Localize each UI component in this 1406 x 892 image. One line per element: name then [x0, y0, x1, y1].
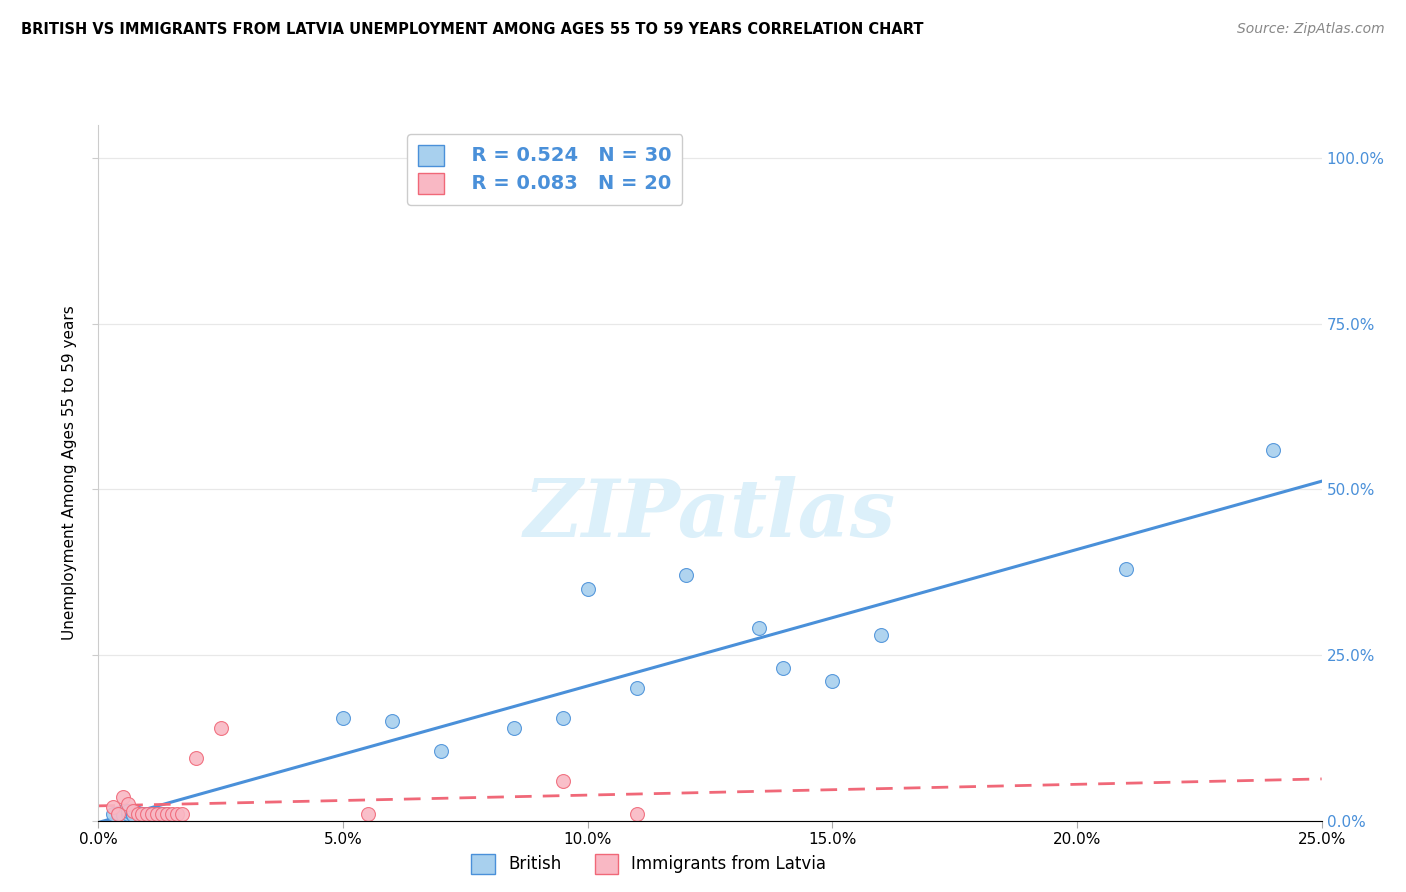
- Point: [430, 744, 453, 758]
- Point: [146, 807, 169, 822]
- Point: [150, 807, 173, 822]
- Point: [107, 807, 129, 822]
- Point: [121, 808, 143, 822]
- Point: [553, 773, 575, 788]
- Point: [117, 807, 139, 822]
- Point: [141, 808, 163, 822]
- Point: [111, 808, 134, 822]
- Point: [170, 807, 193, 822]
- Point: [127, 805, 149, 820]
- Point: [101, 800, 124, 814]
- Point: [127, 807, 149, 822]
- Point: [136, 808, 159, 822]
- Point: [209, 721, 232, 735]
- Point: [121, 804, 143, 818]
- Point: [553, 711, 575, 725]
- Point: [870, 628, 893, 642]
- Point: [332, 711, 354, 725]
- Point: [111, 804, 134, 818]
- Point: [117, 805, 139, 819]
- Point: [186, 750, 208, 764]
- Point: [146, 807, 169, 822]
- Text: ZIPatlas: ZIPatlas: [524, 475, 896, 553]
- Point: [1115, 562, 1137, 576]
- Point: [136, 807, 159, 822]
- Text: BRITISH VS IMMIGRANTS FROM LATVIA UNEMPLOYMENT AMONG AGES 55 TO 59 YEARS CORRELA: BRITISH VS IMMIGRANTS FROM LATVIA UNEMPL…: [21, 22, 924, 37]
- Text: Source: ZipAtlas.com: Source: ZipAtlas.com: [1237, 22, 1385, 37]
- Point: [748, 622, 770, 636]
- Point: [131, 807, 153, 822]
- Point: [576, 582, 599, 596]
- Point: [141, 807, 163, 822]
- Point: [821, 674, 844, 689]
- Legend: British, Immigrants from Latvia: British, Immigrants from Latvia: [463, 846, 835, 882]
- Point: [156, 807, 179, 822]
- Y-axis label: Unemployment Among Ages 55 to 59 years: Unemployment Among Ages 55 to 59 years: [62, 305, 77, 640]
- Point: [626, 807, 648, 822]
- Point: [503, 721, 526, 735]
- Point: [150, 807, 173, 822]
- Point: [156, 807, 179, 822]
- Point: [626, 681, 648, 695]
- Point: [356, 807, 378, 822]
- Point: [166, 807, 188, 822]
- Point: [772, 661, 794, 675]
- Point: [117, 797, 139, 811]
- Point: [1261, 442, 1284, 457]
- Point: [121, 807, 143, 822]
- Point: [131, 807, 153, 822]
- Point: [107, 805, 129, 820]
- Point: [136, 807, 159, 822]
- Point: [381, 714, 404, 729]
- Point: [675, 568, 697, 582]
- Point: [160, 807, 183, 822]
- Point: [111, 790, 134, 805]
- Point: [101, 807, 124, 822]
